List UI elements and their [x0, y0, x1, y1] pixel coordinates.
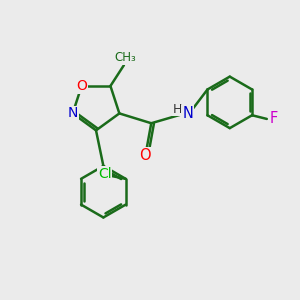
Text: O: O [139, 148, 151, 163]
Text: Cl: Cl [98, 167, 112, 181]
Text: O: O [76, 79, 87, 93]
Text: H: H [172, 103, 182, 116]
Text: N: N [68, 106, 78, 120]
Text: CH₃: CH₃ [114, 51, 136, 64]
Text: N: N [182, 106, 193, 121]
Text: F: F [270, 111, 278, 126]
